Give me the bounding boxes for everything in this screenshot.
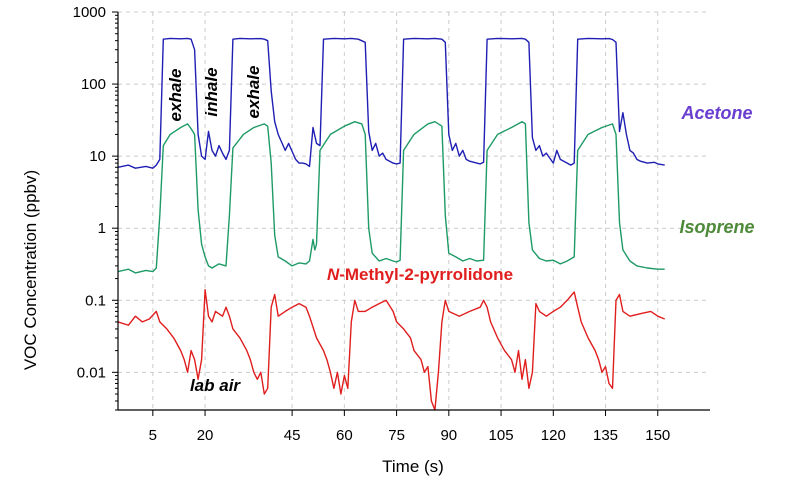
x-tick-label: 75 (388, 427, 405, 444)
annotation-lab-air: lab air (190, 376, 241, 395)
x-tick-label: 120 (541, 427, 566, 444)
y-axis-label: VOC Concentration (ppbv) (21, 170, 40, 370)
series-line-0 (117, 37, 665, 169)
annotation-inhale: inhale (202, 67, 221, 116)
x-tick-label: 90 (440, 427, 457, 444)
x-tick-label: 45 (284, 427, 301, 444)
y-tick-label: 100 (81, 76, 106, 93)
x-axis-label: Time (s) (382, 457, 444, 476)
series-line-2 (117, 289, 665, 411)
series-label-isoprene: Isoprene (679, 217, 754, 237)
annotation-exhale-2: exhale (244, 66, 263, 119)
series-group (117, 37, 665, 411)
x-tick-label: 105 (489, 427, 514, 444)
series-line-1 (117, 121, 665, 274)
series-label-nmp: N-Methyl-2-pyrrolidone (327, 265, 513, 284)
y-tick-label: 10 (89, 148, 106, 165)
y-tick-label: 0.1 (85, 292, 106, 309)
x-tick-label: 20 (197, 427, 214, 444)
x-tick-label: 5 (149, 427, 157, 444)
series-label-acetone: Acetone (680, 103, 752, 123)
x-tick-label: 150 (645, 427, 670, 444)
series-label-nmp-rest: -Methyl-2-pyrrolidone (339, 265, 513, 284)
y-tick-label: 1000 (73, 4, 106, 21)
y-tick-label: 1 (98, 220, 106, 237)
y-tick-label: 0.01 (77, 364, 106, 381)
series-label-nmp-prefix: N (327, 265, 340, 284)
axes: 5 20 45 60 75 90 105 120 135 150 0.01 0.1 1 10 100 1000 (73, 4, 710, 444)
annotation-exhale-1: exhale (166, 69, 185, 122)
x-tick-label: 135 (593, 427, 618, 444)
x-tick-label: 60 (336, 427, 353, 444)
